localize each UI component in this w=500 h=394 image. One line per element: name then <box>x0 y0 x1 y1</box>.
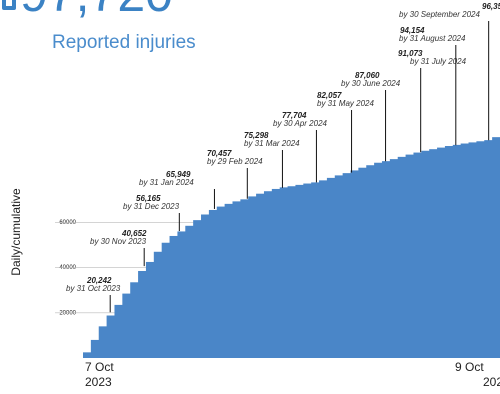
bar <box>468 142 477 358</box>
bar <box>413 152 422 358</box>
x-start-day: 7 Oct <box>85 360 114 374</box>
bar <box>271 188 281 358</box>
subtitle: Reported injuries <box>52 32 196 53</box>
bar <box>326 177 336 358</box>
bar <box>263 191 273 358</box>
bar <box>437 147 446 358</box>
bar <box>83 352 92 358</box>
bar <box>106 315 115 358</box>
bar <box>366 165 375 358</box>
total-icon <box>2 0 16 10</box>
bar <box>185 225 194 358</box>
annotation-date: by 31 May 2024 <box>317 99 374 108</box>
bar <box>319 180 328 358</box>
bar <box>484 140 493 358</box>
bar <box>122 293 131 358</box>
bar <box>421 150 430 358</box>
annotation-value: 77,704 <box>282 111 307 120</box>
annotation-value: 94,154 <box>400 26 425 35</box>
bar <box>130 282 139 358</box>
bar <box>224 203 233 358</box>
bar <box>138 270 147 358</box>
annotation-value: 70,457 <box>207 149 232 158</box>
bar <box>240 199 249 358</box>
x-end-day: 9 Oct <box>455 360 484 374</box>
bar <box>208 209 218 358</box>
x-end-year: 2024 <box>483 375 500 389</box>
bar <box>350 170 359 358</box>
bar <box>381 161 391 358</box>
bar <box>161 242 170 358</box>
bar <box>358 167 367 358</box>
annotation-value: 75,298 <box>244 131 269 140</box>
bar <box>193 220 202 358</box>
annotation-date: by 31 Oct 2023 <box>66 284 121 293</box>
annotation-date: by 31 Dec 2023 <box>123 202 180 211</box>
annotation-date: by 31 Mar 2024 <box>244 139 300 148</box>
bar <box>287 186 296 358</box>
bar <box>405 154 414 358</box>
annotation-value: 96,35 <box>482 2 500 11</box>
annotation-date: by 31 July 2024 <box>410 57 467 66</box>
annotation-date: by 30 June 2024 <box>341 79 401 88</box>
bar <box>177 231 186 358</box>
annotation-date: by 30 Nov 2023 <box>90 237 147 246</box>
annotation-date: by 31 Jan 2024 <box>139 178 194 187</box>
bar <box>374 162 383 358</box>
bar <box>342 173 351 358</box>
bar <box>256 193 265 358</box>
bar <box>389 159 399 358</box>
annotation-value: 20,242 <box>86 276 112 285</box>
x-start-year: 2023 <box>85 375 112 389</box>
annotation-date: by 30 Apr 2024 <box>273 119 328 128</box>
bar <box>334 175 344 358</box>
bar <box>460 143 469 358</box>
bar <box>98 326 108 358</box>
y-tick-label: 20000 <box>59 310 76 316</box>
bar <box>201 214 210 358</box>
bar <box>114 304 123 358</box>
y-axis-title: Daily/cumulative <box>9 188 23 276</box>
bar <box>216 206 226 358</box>
bar <box>232 201 241 358</box>
bar <box>429 149 438 358</box>
annotation-value: 82,057 <box>317 91 342 100</box>
annotation-value: 40,652 <box>121 229 147 238</box>
annotation-value: 56,165 <box>136 194 161 203</box>
bar <box>279 187 288 358</box>
annotation-value: 65,949 <box>166 170 191 179</box>
bar <box>303 183 312 358</box>
bar <box>492 137 500 358</box>
total: 97,720 <box>20 0 173 22</box>
annotation-date: by 30 September 2024 <box>399 10 480 19</box>
bar <box>476 141 485 358</box>
bar <box>311 182 320 358</box>
bar <box>452 144 462 358</box>
annotation-date: by 31 August 2024 <box>399 34 466 43</box>
bar <box>90 339 100 358</box>
bar <box>444 146 454 358</box>
y-tick-label: 40000 <box>59 265 76 271</box>
bar <box>248 196 257 358</box>
bar <box>153 251 163 358</box>
annotation-value: 87,060 <box>355 71 380 80</box>
y-tick-label: 60000 <box>59 220 76 226</box>
annotation-value: 91,073 <box>398 49 423 58</box>
bar <box>169 235 178 358</box>
bar <box>295 184 304 358</box>
bar <box>397 156 406 358</box>
annotation-date: by 29 Feb 2024 <box>207 157 263 166</box>
bar <box>145 261 155 358</box>
